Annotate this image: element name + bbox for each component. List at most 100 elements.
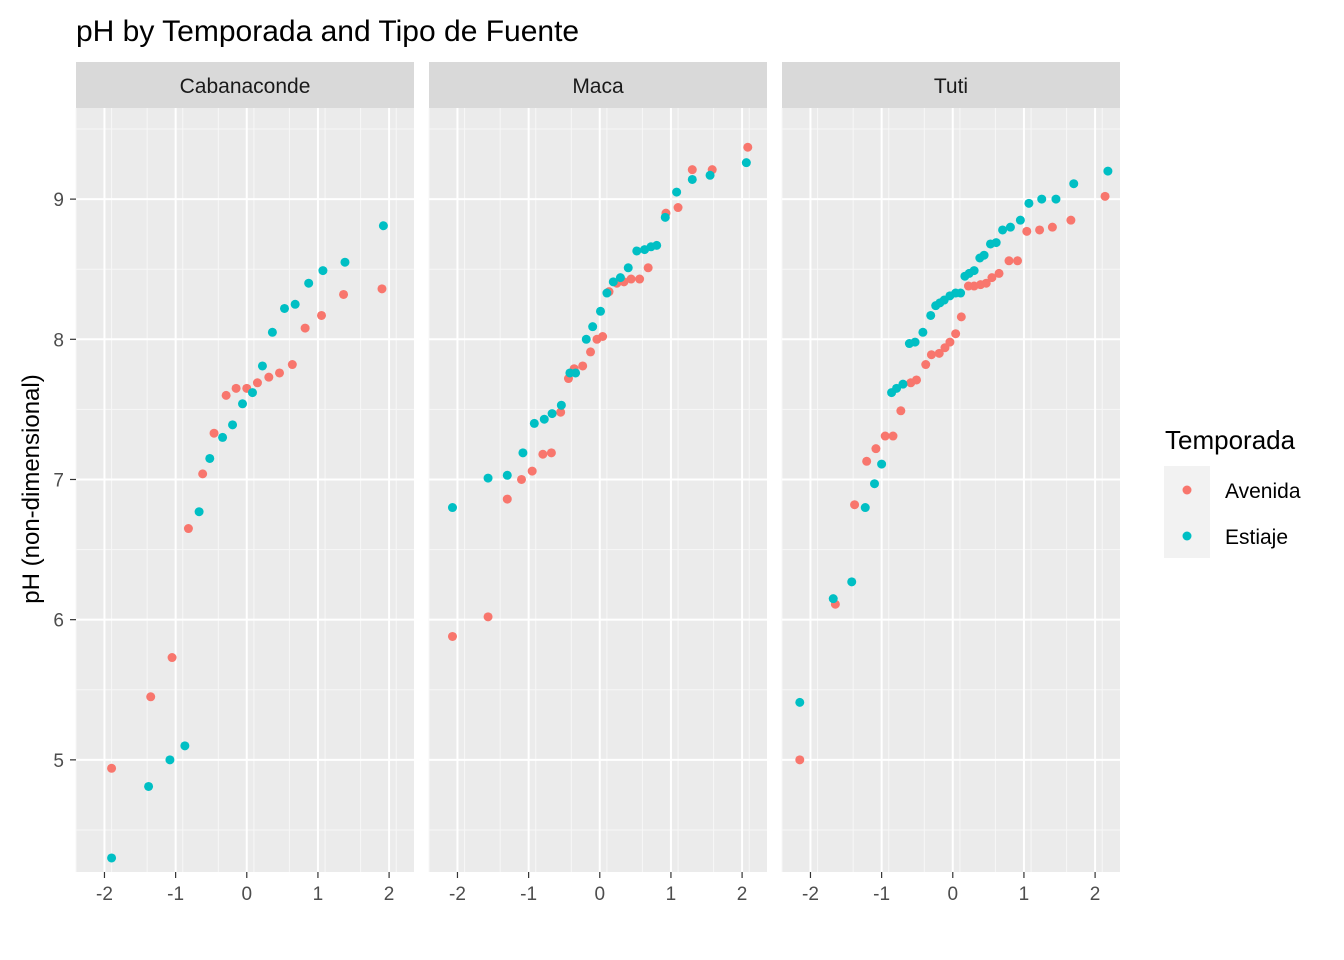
data-point-avenida [850,500,860,510]
y-tick-label: 7 [53,470,64,491]
data-point-estiaje [860,503,870,513]
y-tick-label: 6 [53,611,64,632]
data-point-estiaje [529,418,539,428]
legend-key-avenida [1182,485,1192,495]
data-point-avenida [221,390,231,400]
data-point-estiaje [870,479,880,489]
data-point-avenida [316,310,326,320]
data-point-avenida [183,524,193,534]
data-point-estiaje [892,383,902,393]
facet-strip-label: Tuti [934,75,968,98]
panel-background [782,108,1120,872]
data-point-avenida [483,612,493,622]
data-point-estiaje [180,741,190,751]
data-point-estiaje [447,503,457,513]
data-point-estiaje [1037,194,1047,204]
data-point-estiaje [340,257,350,267]
data-point-estiaje [956,288,966,298]
data-point-estiaje [1103,166,1113,176]
data-point-estiaje [144,781,154,791]
x-tick-label: -2 [96,884,113,905]
data-point-estiaje [378,221,388,231]
data-point-avenida [626,274,636,284]
data-point-estiaje [279,303,289,313]
x-tick-label: -1 [167,884,184,905]
data-point-estiaje [238,399,248,409]
data-point-estiaje [518,448,528,458]
data-point-avenida [795,755,805,765]
data-point-avenida [871,444,881,454]
legend-label-estiaje: Estiaje [1225,526,1288,549]
data-point-avenida [578,361,588,371]
data-point-estiaje [539,414,549,424]
data-point-estiaje [877,459,887,469]
data-point-avenida [926,350,936,360]
data-point-avenida [862,456,872,466]
series-avenida [795,191,1110,765]
data-point-estiaje [228,420,238,430]
data-point-estiaje [741,158,751,168]
x-tick-label: 0 [594,884,605,905]
data-point-avenida [945,337,955,347]
data-point-avenida [743,142,753,152]
data-point-avenida [146,692,156,702]
data-point-estiaje [672,187,682,197]
data-point-avenida [300,323,310,333]
legend-label-avenida: Avenida [1225,480,1301,503]
data-point-avenida [517,474,527,484]
data-point-avenida [198,469,208,479]
data-point-avenida [934,348,944,358]
data-point-avenida [447,631,457,641]
legend: Temporada Avenida Estiaje [1164,425,1301,558]
data-point-estiaje [991,238,1001,248]
data-point-avenida [252,378,262,388]
facet-panel-tuti: Tuti -2 -1 0 1 2 [781,62,1120,905]
facet-panel-maca: Maca -2 -1 0 1 2 [428,62,767,905]
data-point-estiaje [926,310,936,320]
x-tick-label: 1 [666,884,677,905]
legend-key-estiaje [1182,531,1192,541]
data-point-avenida [987,273,997,283]
data-point-avenida [1047,222,1057,232]
data-point-estiaje [795,697,805,707]
data-point-estiaje [502,470,512,480]
data-point-estiaje [1051,194,1061,204]
data-point-avenida [527,466,537,476]
x-tick-label: 2 [384,884,395,905]
series-estiaje [795,166,1113,707]
x-tick-label: -2 [802,884,819,905]
data-point-avenida [911,375,921,385]
data-point-avenida [1035,225,1045,235]
data-point-estiaje [290,299,300,309]
legend-title: Temporada [1165,425,1296,455]
data-point-estiaje [998,225,1008,235]
data-point-avenida [538,449,548,459]
data-point-estiaje [623,263,633,273]
legend-entries: Avenida Estiaje [1182,480,1301,549]
data-point-estiaje [194,507,204,517]
data-point-estiaje [918,327,928,337]
facet-strip [76,62,414,108]
data-point-estiaje [608,277,618,287]
data-point-estiaje [910,337,920,347]
data-point-estiaje [652,240,662,250]
data-point-estiaje [257,361,267,371]
chart-title: pH by Temporada and Tipo de Fuente [76,15,579,48]
x-tick-label: 2 [1090,884,1101,905]
x-tick-label: 1 [1019,884,1030,905]
data-point-estiaje [218,432,228,442]
data-point-avenida [981,278,991,288]
data-point-estiaje [556,400,566,410]
data-point-estiaje [969,266,979,276]
data-point-estiaje [687,174,697,184]
data-point-estiaje [205,453,215,463]
data-point-estiaje [247,388,257,398]
data-point-estiaje [660,212,670,222]
facet-strip [429,62,767,108]
data-point-avenida [1066,215,1076,225]
data-point-avenida [1022,226,1032,236]
data-point-avenida [1100,191,1110,201]
data-point-estiaje [483,473,493,483]
x-tick-label: 0 [241,884,252,905]
